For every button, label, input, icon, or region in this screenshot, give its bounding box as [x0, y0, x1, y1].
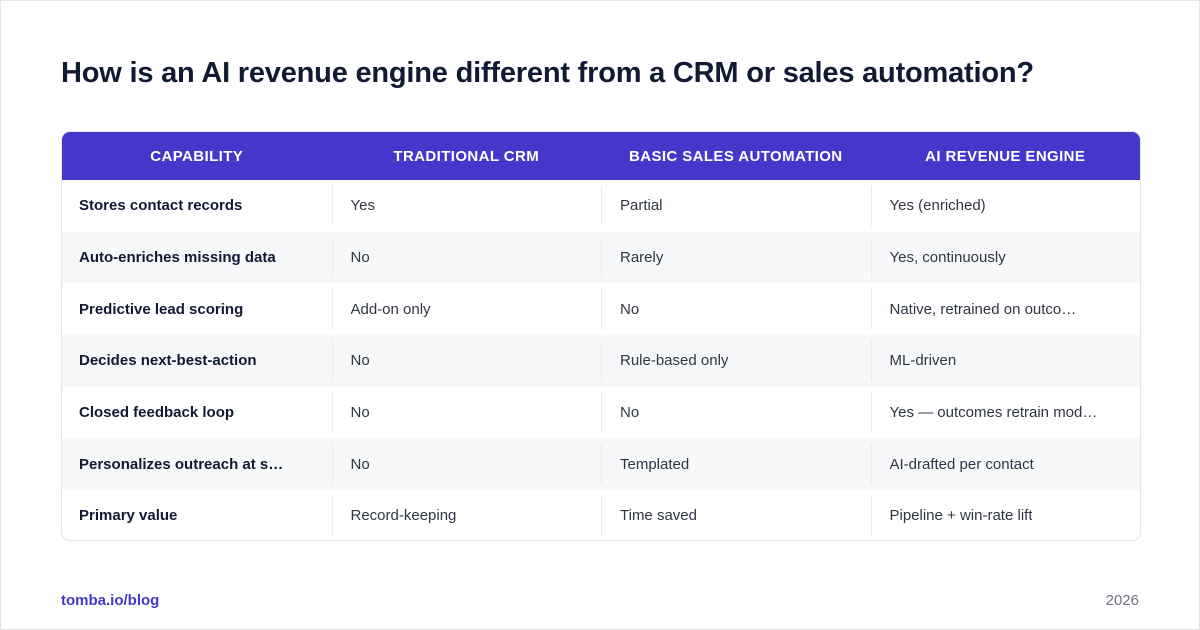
row-capability: Predictive lead scoring: [79, 300, 244, 318]
row-capability: Stores contact records: [79, 197, 243, 215]
cell-traditional-crm: No: [331, 444, 602, 485]
cell-ai-revenue-engine: AI-drafted per contact: [870, 444, 1141, 485]
table-row: Stores contact records Yes Partial Yes (…: [62, 180, 1140, 232]
header-basic-sales-automation: BASIC SALES AUTOMATION: [628, 147, 843, 165]
comparison-table: CAPABILITY TRADITIONAL CRM BASIC SALES A…: [61, 131, 1141, 541]
cell-basic-sales-automation: No: [601, 289, 871, 330]
row-capability: Personalizes outreach at s…: [79, 455, 284, 473]
cell-basic-sales-automation: No: [601, 392, 871, 433]
cell-basic-sales-automation: Rule-based only: [601, 340, 871, 381]
cell-basic-sales-automation: Time saved: [601, 495, 871, 536]
header-ai-revenue-engine: AI REVENUE ENGINE: [925, 147, 1086, 165]
header-capability: CAPABILITY: [150, 147, 244, 165]
cell-basic-sales-automation: Rarely: [601, 237, 871, 278]
cell-traditional-crm: Record-keeping: [331, 495, 602, 536]
cell-traditional-crm: No: [331, 340, 602, 381]
table-row: Primary value Record-keeping Time saved …: [62, 490, 1141, 540]
cell-basic-sales-automation: Templated: [601, 444, 871, 485]
table-row: Decides next-best-action No Rule-based o…: [62, 335, 1140, 387]
cell-ai-revenue-engine: Pipeline + win-rate lift: [870, 495, 1141, 536]
cell-ai-revenue-engine: Yes — outcomes retrain mod…: [870, 392, 1141, 433]
cell-traditional-crm: No: [331, 392, 602, 433]
table-row: Closed feedback loop No No Yes — outcome…: [62, 387, 1140, 439]
footer-year: 2026: [1105, 592, 1139, 609]
table-row: Personalizes outreach at s… No Templated…: [62, 438, 1141, 491]
table-row: Predictive lead scoring Add-on only No N…: [62, 283, 1140, 335]
cell-ai-revenue-engine: Native, retrained on outco…: [870, 289, 1141, 330]
cell-traditional-crm: Yes: [331, 185, 602, 226]
row-capability: Decides next-best-action: [79, 352, 257, 370]
cell-traditional-crm: No: [331, 237, 602, 278]
cell-basic-sales-automation: Partial: [601, 185, 871, 226]
row-capability: Closed feedback loop: [79, 404, 235, 422]
cell-ai-revenue-engine: Yes (enriched): [870, 185, 1141, 226]
table-row: Auto-enriches missing data No Rarely Yes…: [62, 231, 1141, 284]
header-traditional-crm: TRADITIONAL CRM: [393, 147, 540, 165]
row-capability: Primary value: [79, 507, 178, 525]
page-title: How is an AI revenue engine different fr…: [61, 57, 1034, 89]
cell-ai-revenue-engine: ML-driven: [870, 340, 1141, 381]
cell-traditional-crm: Add-on only: [331, 289, 602, 330]
cell-ai-revenue-engine: Yes, continuously: [870, 237, 1141, 278]
blog-link[interactable]: tomba.io/blog: [61, 592, 160, 609]
table-header: CAPABILITY TRADITIONAL CRM BASIC SALES A…: [62, 132, 1140, 180]
row-capability: Auto-enriches missing data: [79, 249, 276, 267]
